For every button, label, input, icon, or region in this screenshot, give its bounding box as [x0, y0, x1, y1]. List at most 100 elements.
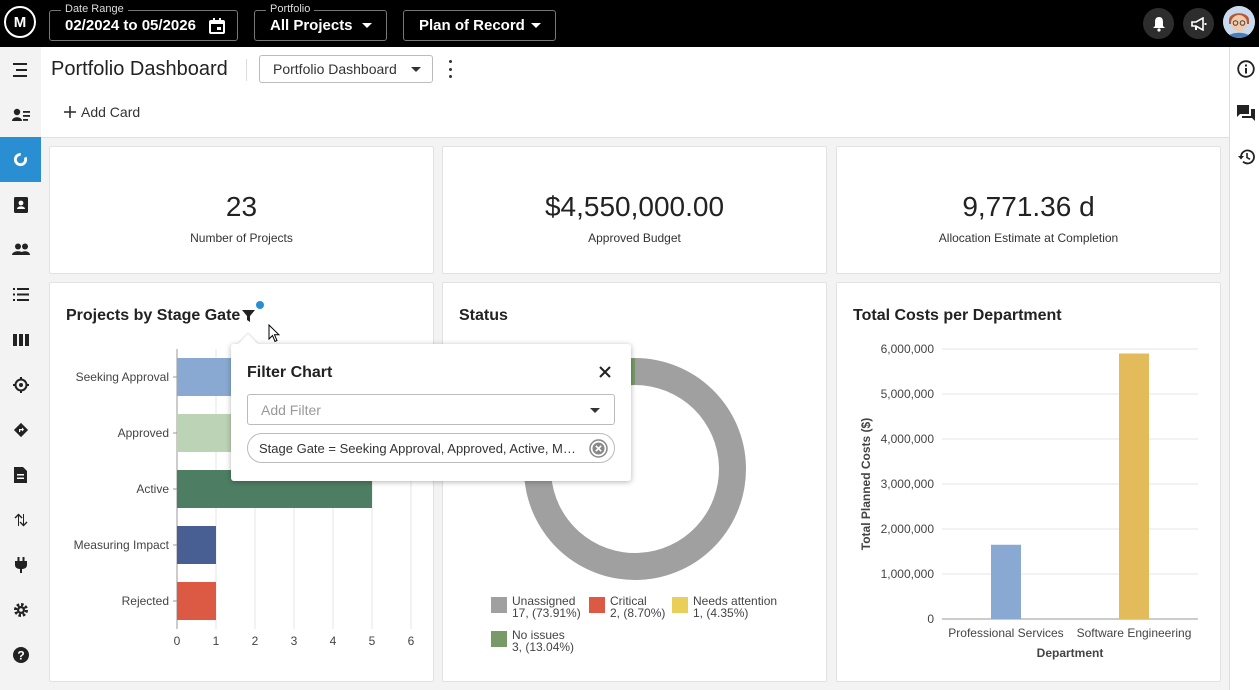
y-tick-label: 1,000,000 — [881, 567, 935, 581]
chevron-down-icon — [362, 23, 372, 28]
directions-icon — [13, 422, 28, 437]
right-rail — [1229, 47, 1259, 690]
plus-icon — [64, 106, 76, 118]
calendar-icon — [209, 18, 225, 34]
page-title: Portfolio Dashboard — [51, 58, 228, 80]
date-range-value: 02/2024 to 05/2026 — [65, 17, 196, 34]
filter-popover: Filter Chart Add Filter Stage Gate = See… — [231, 334, 631, 481]
plan-select[interactable]: Plan of Record — [403, 10, 556, 41]
megaphone-icon — [1190, 16, 1206, 31]
info-button[interactable] — [1235, 58, 1257, 80]
x-tick-label: Professional Services — [948, 626, 1063, 640]
filter-chip[interactable]: Stage Gate = Seeking Approval, Approved,… — [247, 433, 615, 463]
portfolio-select[interactable]: Portfolio All Projects — [254, 2, 387, 41]
y-tick-label: 6,000,000 — [881, 342, 935, 356]
stage-gate-title: Projects by Stage Gate — [66, 307, 241, 324]
add-filter-placeholder: Add Filter — [261, 401, 321, 418]
kpi-label: Number of Projects — [190, 231, 293, 245]
legend-label: No issues 3, (13.04%) — [512, 628, 575, 654]
history-icon — [1238, 149, 1255, 165]
legend-label: Needs attention 1, (4.35%) — [693, 594, 778, 620]
remove-filter-icon[interactable] — [589, 439, 608, 458]
date-range-label: Date Range — [61, 2, 128, 16]
user-list-icon — [11, 108, 30, 121]
y-axis-title: Total Planned Costs ($) — [859, 418, 873, 550]
y-tick-label: Measuring Impact — [74, 538, 170, 552]
document-icon — [14, 466, 27, 483]
history-button[interactable] — [1235, 146, 1257, 168]
nav-targets[interactable] — [0, 362, 41, 407]
y-tick-label: 5,000,000 — [881, 387, 935, 401]
nav-help[interactable]: ? — [0, 632, 41, 677]
kpi-label: Allocation Estimate at Completion — [938, 231, 1119, 245]
y-tick-label: 4,000,000 — [881, 432, 935, 446]
user-avatar-icon — [1223, 6, 1255, 38]
x-tick-label: 0 — [174, 634, 181, 648]
kpi-value: $4,550,000.00 — [544, 191, 725, 222]
left-navigation: ? — [0, 47, 41, 690]
kpi-card-projects: 23 Number of Projects — [49, 146, 434, 274]
header-divider — [246, 59, 247, 81]
x-tick-label: 2 — [252, 634, 259, 648]
close-icon[interactable] — [598, 365, 612, 379]
y-tick-label: Approved — [118, 426, 169, 440]
add-card-button[interactable]: Add Card — [64, 104, 140, 120]
target-icon — [12, 376, 29, 393]
nav-settings[interactable] — [0, 587, 41, 632]
people-icon — [11, 243, 30, 255]
avatar[interactable] — [1223, 6, 1255, 38]
chevron-down-icon — [590, 408, 600, 413]
x-tick-label: 6 — [408, 634, 415, 648]
costs-title: Total Costs per Department — [853, 307, 1062, 324]
portfolio-value: All Projects — [270, 17, 353, 34]
portfolio-label: Portfolio — [266, 2, 315, 16]
dashboard-header: Portfolio Dashboard Portfolio Dashboard … — [41, 47, 1229, 138]
swap-vertical-icon — [14, 513, 27, 526]
filter-icon[interactable] — [242, 310, 255, 322]
x-tick-label: 1 — [213, 634, 220, 648]
legend-swatch — [672, 597, 688, 613]
filter-active-dot — [256, 301, 264, 309]
bar — [991, 544, 1021, 619]
nav-user-list[interactable] — [0, 92, 41, 137]
dashboard-icon — [13, 152, 28, 167]
dashboard-select-value: Portfolio Dashboard — [273, 61, 397, 77]
announcements-button[interactable] — [1183, 8, 1214, 39]
contact-book-icon — [13, 196, 28, 213]
kpi-card-allocation: 9,771.36 d Allocation Estimate at Comple… — [836, 146, 1221, 274]
nav-roadmap[interactable] — [0, 407, 41, 452]
mouse-cursor — [268, 324, 280, 343]
nav-board[interactable] — [0, 317, 41, 362]
comments-button[interactable] — [1235, 102, 1257, 124]
costs-card: Total Costs per Department 0 1,000,000 2,0… — [836, 282, 1221, 682]
svg-text:?: ? — [17, 648, 24, 662]
nav-documents[interactable] — [0, 452, 41, 497]
add-filter-select[interactable]: Add Filter — [247, 394, 615, 425]
status-card: Status Unassigned 17, (73.91%) Critical 2, … — [442, 282, 827, 682]
bar — [177, 526, 216, 564]
x-tick-label: Software Engineering — [1077, 626, 1192, 640]
chevron-down-icon — [411, 67, 421, 72]
menu-toggle[interactable] — [0, 47, 41, 92]
kpi-label: Approved Budget — [588, 231, 681, 245]
help-icon: ? — [12, 646, 29, 663]
date-range-picker[interactable]: Date Range 02/2024 to 05/2026 — [49, 2, 238, 41]
y-tick-label: 2,000,000 — [881, 522, 935, 536]
nav-resources[interactable] — [0, 227, 41, 272]
legend-swatch — [491, 597, 507, 613]
nav-integrations[interactable] — [0, 542, 41, 587]
notifications-button[interactable] — [1143, 8, 1174, 39]
add-card-label: Add Card — [81, 104, 141, 120]
more-options-button[interactable] — [445, 60, 455, 78]
nav-list[interactable] — [0, 272, 41, 317]
chat-icon — [1237, 105, 1255, 121]
app-logo[interactable]: M — [4, 6, 36, 38]
menu-icon — [12, 62, 27, 77]
nav-dashboard[interactable] — [0, 137, 41, 182]
bar — [177, 582, 216, 620]
bar — [1119, 353, 1149, 619]
legend-label: Unassigned 17, (73.91%) — [512, 594, 581, 620]
nav-projects[interactable] — [0, 182, 41, 227]
dashboard-select[interactable]: Portfolio Dashboard — [259, 55, 433, 83]
nav-transfers[interactable] — [0, 497, 41, 542]
